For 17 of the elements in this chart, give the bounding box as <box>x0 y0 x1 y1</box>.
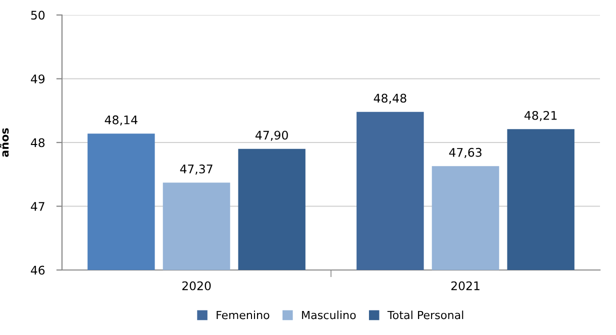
y-tick-label: 49 <box>30 74 45 84</box>
y-tick-label: 46 <box>30 266 45 275</box>
data-label: 48,21 <box>524 110 557 122</box>
legend-label: Total Personal <box>387 310 464 320</box>
data-label: 48,14 <box>104 115 138 126</box>
y-tick-label: 48 <box>30 138 45 148</box>
data-label: 47,63 <box>449 148 482 158</box>
legend-label: Masculino <box>302 310 356 320</box>
data-label: 47,90 <box>256 130 288 141</box>
x-tick-label: 2021 <box>451 281 480 290</box>
data-label: 47,37 <box>180 164 212 175</box>
y-tick-label: 50 <box>31 10 45 20</box>
x-tick-label: 2020 <box>182 281 211 290</box>
y-axis-title: años <box>0 128 9 157</box>
legend-label: Femenino <box>216 310 270 320</box>
data-label: 48,48 <box>374 94 406 104</box>
y-tick-label: 47 <box>30 202 44 211</box>
